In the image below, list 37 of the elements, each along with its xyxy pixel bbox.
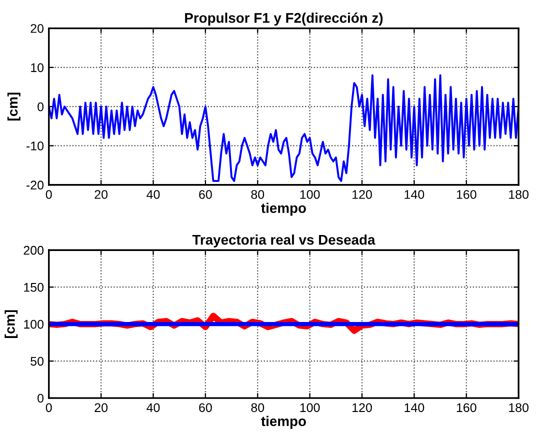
x-tick-label: 0 [46, 403, 52, 412]
line-series [48, 74, 519, 182]
x-tick-label: 180 [509, 190, 529, 199]
x-tick-label: 100 [300, 190, 320, 199]
chart-title: Propulsor F1 y F2(dirección z) [185, 12, 383, 26]
y-tick-label: -20 [26, 180, 44, 190]
x-tick-label: 180 [509, 403, 529, 412]
y-tick-label: 0 [38, 102, 44, 112]
x-tick-label: 20 [94, 190, 108, 199]
x-tick-label: 80 [251, 190, 264, 199]
y-tick-label: -10 [26, 142, 44, 150]
x-axis-title: tiempo [261, 202, 306, 216]
x-axis-title: tiempo [261, 416, 306, 429]
x-tick-label: 60 [199, 403, 212, 412]
x-tick-label: 80 [251, 403, 264, 412]
y-tick-label: 100 [24, 320, 44, 329]
chart-title: Trayectoria real vs Deseada [192, 234, 376, 248]
y-tick-label: 0 [38, 394, 44, 403]
x-tick-label: 40 [146, 403, 160, 412]
y-tick-label: 50 [30, 356, 44, 366]
x-tick-label: 100 [300, 403, 320, 412]
x-tick-label: 120 [352, 190, 372, 199]
x-tick-label: 60 [199, 190, 212, 199]
y-tick-label: 200 [24, 246, 44, 255]
x-tick-label: 140 [404, 190, 424, 199]
y-tick-label: 10 [31, 63, 44, 72]
y-tick-label: 150 [24, 282, 44, 292]
y-tick-label: 20 [30, 24, 44, 33]
y-axis-title: [cm] [7, 92, 20, 120]
x-tick-label: 140 [404, 403, 424, 412]
x-tick-label: 20 [94, 403, 108, 412]
x-tick-label: 0 [46, 190, 52, 199]
y-axis-title: [cm] [4, 310, 18, 338]
x-tick-label: 40 [146, 190, 160, 199]
x-tick-label: 160 [456, 403, 476, 412]
x-tick-label: 160 [456, 190, 476, 199]
x-tick-label: 120 [352, 403, 372, 412]
